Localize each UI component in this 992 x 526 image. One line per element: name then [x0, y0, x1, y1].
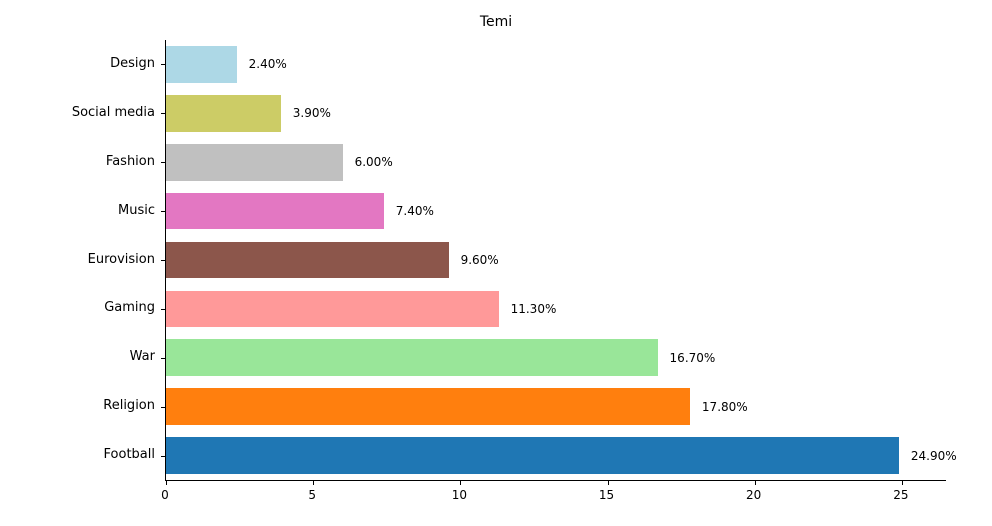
y-tick	[161, 211, 166, 212]
y-tick-label: Fashion	[5, 154, 155, 169]
plot-area: 2.40% 3.90% 6.00% 7.40% 9.60% 11.30% 16.70% 17.…	[165, 40, 946, 481]
y-tick-label: Football	[5, 447, 155, 462]
chart-title: Temi	[0, 14, 992, 30]
x-tick	[902, 480, 903, 485]
bar-value-label: 16.70%	[670, 351, 716, 365]
bar	[166, 144, 343, 181]
bar-value-label: 9.60%	[461, 253, 499, 267]
y-tick-label: Social media	[5, 105, 155, 120]
x-tick-label: 0	[161, 488, 169, 502]
bar	[166, 388, 690, 425]
x-tick-label: 20	[746, 488, 761, 502]
x-tick-label: 15	[599, 488, 614, 502]
x-tick-label: 5	[308, 488, 316, 502]
x-tick-label: 25	[893, 488, 908, 502]
bar-value-label: 7.40%	[396, 204, 434, 218]
bar-value-label: 17.80%	[702, 400, 748, 414]
bar	[166, 291, 499, 328]
y-tick	[161, 309, 166, 310]
bar-value-label: 11.30%	[511, 302, 557, 316]
y-tick-label: Gaming	[5, 300, 155, 315]
bar	[166, 339, 658, 376]
y-tick	[161, 456, 166, 457]
y-tick	[161, 162, 166, 163]
bar	[166, 95, 281, 132]
y-tick-label: Music	[5, 203, 155, 218]
y-tick	[161, 407, 166, 408]
bar	[166, 437, 899, 474]
bar-value-label: 2.40%	[249, 57, 287, 71]
bar	[166, 193, 384, 230]
y-tick	[161, 358, 166, 359]
bar-value-label: 3.90%	[293, 106, 331, 120]
x-tick-label: 10	[452, 488, 467, 502]
bar-value-label: 24.90%	[911, 449, 957, 463]
y-tick	[161, 260, 166, 261]
y-tick-label: Eurovision	[5, 252, 155, 267]
x-tick	[166, 480, 167, 485]
bar	[166, 46, 237, 83]
y-tick-label: Design	[5, 56, 155, 71]
x-tick	[755, 480, 756, 485]
x-tick	[313, 480, 314, 485]
bar-value-label: 6.00%	[355, 155, 393, 169]
y-tick	[161, 113, 166, 114]
bar	[166, 242, 449, 279]
x-tick	[608, 480, 609, 485]
y-tick-label: War	[5, 349, 155, 364]
chart-container: Temi 2.40% 3.90% 6.00% 7.40% 9.60% 11.30% 16.7…	[0, 0, 992, 526]
y-tick	[161, 64, 166, 65]
x-tick	[460, 480, 461, 485]
y-tick-label: Religion	[5, 398, 155, 413]
